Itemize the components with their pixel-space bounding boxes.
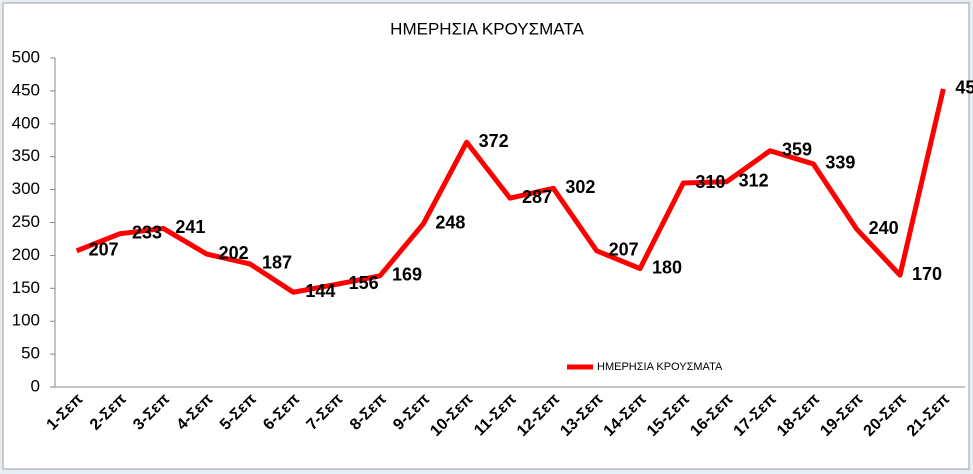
data-label: 248	[435, 213, 465, 233]
y-tick-label: 200	[12, 245, 40, 264]
data-label: 339	[825, 153, 855, 173]
y-tick-label: 150	[12, 278, 40, 297]
data-label: 207	[89, 240, 119, 260]
data-label: 240	[869, 218, 899, 238]
y-tick-label: 500	[12, 47, 40, 66]
y-tick-label: 350	[12, 146, 40, 165]
y-tick-label: 50	[21, 344, 40, 363]
data-label: 233	[132, 222, 162, 242]
data-label: 312	[739, 170, 769, 190]
data-line	[75, 88, 946, 295]
y-tick-label: 250	[12, 212, 40, 231]
data-label: 359	[782, 140, 812, 160]
data-label: 453	[955, 78, 973, 98]
y-tick-label: 400	[12, 113, 40, 132]
data-label: 156	[349, 273, 379, 293]
data-label: 207	[609, 240, 639, 260]
y-tick-label: 300	[12, 179, 40, 198]
y-tick-label: 0	[31, 376, 40, 395]
data-label: 180	[652, 257, 682, 277]
y-tick-label: 450	[12, 80, 40, 99]
data-label: 144	[305, 281, 335, 301]
data-label: 187	[262, 253, 292, 273]
y-tick-label: 100	[12, 311, 40, 330]
data-label: 202	[219, 243, 249, 263]
data-label: 169	[392, 265, 422, 285]
data-label: 241	[175, 217, 205, 237]
data-label: 170	[912, 264, 942, 284]
data-label: 310	[695, 172, 725, 192]
data-label: 302	[565, 177, 595, 197]
chart-title: ΗΜΕΡΗΣΙΑ ΚΡΟΥΣΜΑΤΑ	[390, 19, 584, 38]
data-label: 372	[479, 131, 509, 151]
legend-label: ΗΜΕΡΗΣΙΑ ΚΡΟΥΣΜΑΤΑ	[597, 361, 723, 373]
data-label: 287	[522, 187, 552, 207]
